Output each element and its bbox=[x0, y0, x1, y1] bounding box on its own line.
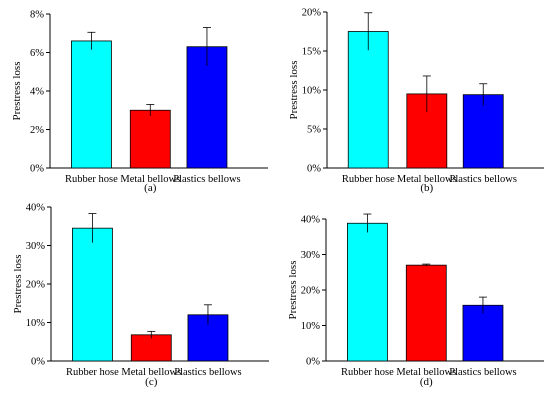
y-axis-title: Prestress loss bbox=[11, 62, 23, 121]
y-tick-label: 15% bbox=[302, 47, 322, 58]
bar-metal-bellows bbox=[405, 264, 447, 362]
panel-caption: (b) bbox=[420, 182, 433, 194]
y-tick-label: 20% bbox=[301, 286, 321, 297]
y-tick-label: 20% bbox=[302, 8, 322, 19]
y-tick-label: 4% bbox=[30, 87, 44, 98]
x-tick-label: Metal bellows bbox=[121, 367, 181, 378]
y-tick-label: 0% bbox=[306, 357, 320, 368]
x-tick-label: Rubber hose bbox=[342, 174, 395, 185]
bar-metal-bellows bbox=[129, 109, 171, 169]
y-tick-label: 10% bbox=[302, 86, 322, 97]
x-tick-label: Metal bellows bbox=[120, 174, 180, 185]
y-tick-label: 20% bbox=[26, 280, 46, 291]
chart-panel-d: 0% 10% 20% 30% 40% Prestress loss Rubber hose M… bbox=[287, 213, 544, 388]
bar-metal-bellows bbox=[130, 334, 172, 362]
x-tick-label: Metal bellows bbox=[397, 174, 457, 185]
panel-caption: (c) bbox=[145, 376, 158, 388]
y-axis-title: Prestress loss bbox=[288, 61, 300, 120]
x-tick-label: Plastics bellows bbox=[450, 174, 517, 185]
chart-panel-b: 0% 5% 10% 15% 20% Prestress loss Rubber hose Me… bbox=[288, 8, 544, 194]
x-tick-label: Plastics bellows bbox=[173, 174, 240, 185]
x-tick-label: Metal bellows bbox=[396, 367, 456, 378]
bar-plastics-bellows bbox=[462, 94, 504, 169]
y-tick-label: 40% bbox=[301, 215, 321, 226]
y-tick-label: 30% bbox=[301, 250, 321, 261]
y-tick-label: 0% bbox=[307, 164, 321, 175]
panel-caption: (d) bbox=[420, 376, 433, 388]
x-tick-label: Plastics bellows bbox=[449, 367, 516, 378]
panel-caption: (a) bbox=[144, 182, 157, 194]
y-tick-label: 10% bbox=[301, 321, 321, 332]
x-tick-label: Rubber hose bbox=[66, 367, 119, 378]
y-tick-label: 6% bbox=[30, 48, 44, 59]
y-tick-label: 2% bbox=[30, 125, 44, 136]
x-tick-label: Plastics bellows bbox=[174, 367, 241, 378]
bar-rubber-hose bbox=[347, 31, 389, 169]
y-axis-title: Prestress loss bbox=[12, 255, 24, 314]
y-tick-label: 5% bbox=[307, 125, 321, 136]
y-tick-label: 0% bbox=[30, 164, 44, 175]
bar-plastics-bellows bbox=[462, 304, 504, 362]
y-axis-title: Prestress loss bbox=[287, 261, 299, 320]
y-tick-label: 40% bbox=[26, 203, 46, 214]
y-tick-label: 30% bbox=[26, 241, 46, 252]
bar-plastics-bellows bbox=[186, 46, 228, 169]
chart-panel-a: 0% 2% 4% 6% 8% Prestress loss Rubber hose Metal… bbox=[11, 10, 268, 194]
y-tick-label: 8% bbox=[30, 10, 44, 21]
bar-rubber-hose bbox=[347, 222, 388, 362]
x-tick-label: Rubber hose bbox=[65, 174, 118, 185]
y-tick-label: 0% bbox=[31, 357, 45, 368]
y-tick-label: 10% bbox=[26, 318, 46, 329]
bar-rubber-hose bbox=[71, 40, 112, 169]
chart-panel-c: 0% 10% 20% 30% 40% Prestress loss Rubber hose M… bbox=[12, 203, 269, 388]
x-tick-label: Rubber hose bbox=[341, 367, 394, 378]
bar-rubber-hose bbox=[72, 227, 113, 362]
